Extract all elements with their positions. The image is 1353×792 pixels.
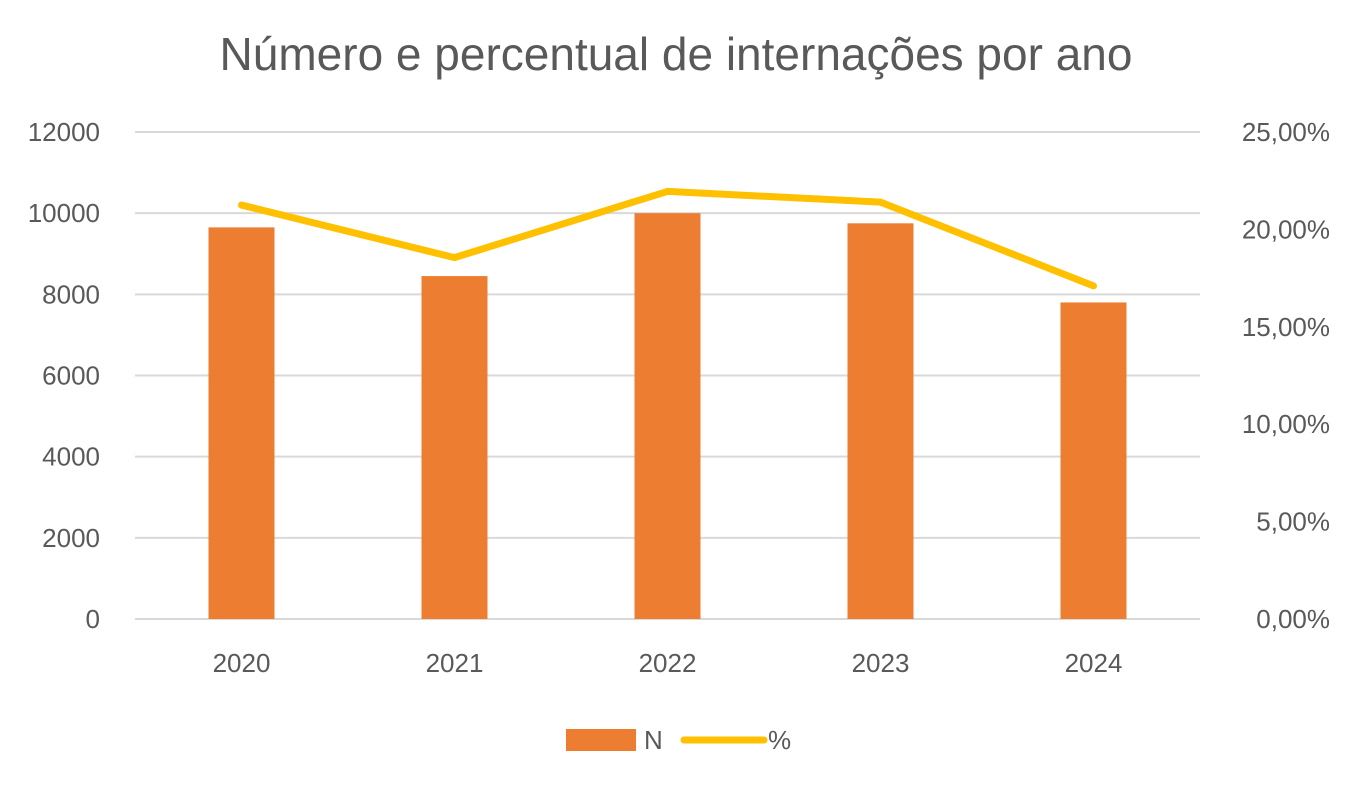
right-tick-label: 10,00% xyxy=(1242,409,1330,439)
bar-series-n xyxy=(209,213,1127,619)
right-tick-label: 0,00% xyxy=(1256,604,1330,634)
x-tick-label: 2023 xyxy=(852,648,910,678)
left-axis-tick-labels: 0 2000 4000 6000 8000 10000 12000 xyxy=(28,117,100,634)
left-tick-label: 2000 xyxy=(42,523,100,553)
bar-2020 xyxy=(209,227,275,619)
combo-chart: Número e percentual de internações por a… xyxy=(0,0,1353,792)
legend-label-n: N xyxy=(644,725,663,755)
right-tick-label: 20,00% xyxy=(1242,214,1330,244)
legend: N% xyxy=(566,725,791,755)
chart-title: Número e percentual de internações por a… xyxy=(220,28,1133,80)
right-tick-label: 25,00% xyxy=(1242,117,1330,147)
left-tick-label: 8000 xyxy=(42,279,100,309)
x-tick-label: 2021 xyxy=(426,648,484,678)
chart-container: Número e percentual de internações por a… xyxy=(0,0,1353,792)
right-tick-label: 15,00% xyxy=(1242,312,1330,342)
x-axis-tick-labels: 2020 2021 2022 2023 2024 xyxy=(213,648,1123,678)
bar-2023 xyxy=(848,223,914,619)
bar-2022 xyxy=(635,213,701,619)
legend-label-percent: % xyxy=(768,725,791,755)
right-axis-tick-labels: 0,00% 5,00% 10,00% 15,00% 20,00% 25,00% xyxy=(1242,117,1330,634)
left-tick-label: 10000 xyxy=(28,198,100,228)
left-tick-label: 4000 xyxy=(42,442,100,472)
left-tick-label: 12000 xyxy=(28,117,100,147)
x-tick-label: 2020 xyxy=(213,648,271,678)
left-tick-label: 0 xyxy=(86,604,100,634)
legend-swatch-n xyxy=(566,729,636,751)
bar-2021 xyxy=(422,276,488,619)
x-tick-label: 2024 xyxy=(1065,648,1123,678)
left-tick-label: 6000 xyxy=(42,361,100,391)
bar-2024 xyxy=(1061,302,1127,619)
right-tick-label: 5,00% xyxy=(1256,507,1330,537)
x-tick-label: 2022 xyxy=(639,648,697,678)
